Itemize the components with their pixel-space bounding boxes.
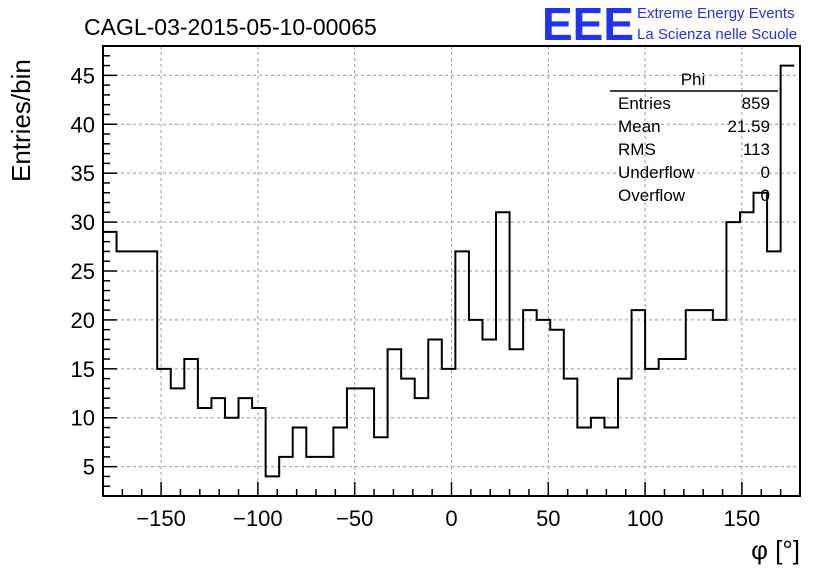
histogram-bin <box>672 359 686 496</box>
stats-value: 0 <box>761 163 770 182</box>
stats-label: Overflow <box>618 186 686 205</box>
y-tick-label: 15 <box>71 357 95 382</box>
x-tick-labels: −150 −100 −50 0 50 100 150 <box>136 506 760 531</box>
stats-label: Entries <box>618 94 671 113</box>
x-tick-label: 100 <box>627 506 664 531</box>
stats-title: Phi <box>681 70 706 89</box>
histogram-bin <box>347 388 361 496</box>
histogram-bin <box>550 330 564 496</box>
histogram-bin <box>645 369 659 496</box>
histogram-bin <box>699 310 713 496</box>
axis-ticks <box>102 45 801 496</box>
histogram-bin <box>564 379 578 496</box>
y-tick-label: 20 <box>71 308 95 333</box>
histogram-bin <box>333 428 347 496</box>
histogram-bin <box>117 251 131 496</box>
stats-value: 859 <box>742 94 770 113</box>
logo-line-2: La Scienza nelle Scuole <box>637 26 797 43</box>
stats-label: Underflow <box>618 163 695 182</box>
histogram-bin <box>469 320 483 496</box>
eee-logo: EEE Extreme Energy Events La Scienza nel… <box>542 0 797 50</box>
histogram-bin <box>211 398 225 496</box>
histogram-bin <box>374 437 388 496</box>
histogram-bin <box>171 388 185 496</box>
x-tick-label: 0 <box>445 506 457 531</box>
stats-box: Phi Entries 859 Mean 21.59 RMS 113 Under… <box>610 70 778 205</box>
histogram-bins <box>103 66 794 496</box>
stats-label: Mean <box>618 117 661 136</box>
x-tick-label: 50 <box>536 506 560 531</box>
histogram-bin <box>130 251 144 496</box>
y-tick-label: 5 <box>83 455 95 480</box>
stats-value: 21.59 <box>727 117 770 136</box>
x-tick-label: −50 <box>336 506 373 531</box>
histogram-bin <box>252 408 266 496</box>
x-tick-label: −100 <box>233 506 283 531</box>
histogram-bin <box>415 398 429 496</box>
y-tick-label: 35 <box>71 161 95 186</box>
histogram-bin <box>388 349 402 496</box>
histogram-bin <box>401 379 415 496</box>
histogram-bin <box>496 212 510 496</box>
histogram-bin <box>726 222 740 496</box>
stats-label: RMS <box>618 140 656 159</box>
histogram-bin <box>659 359 673 496</box>
histogram-bin <box>482 339 496 496</box>
histogram-bin <box>713 320 727 496</box>
y-tick-labels: 5 10 15 20 25 30 35 40 45 <box>71 63 95 479</box>
x-axis-label: φ [°] <box>751 535 800 565</box>
logo-mark: EEE <box>542 0 634 50</box>
histogram-bin <box>686 310 700 496</box>
grid-lines <box>103 46 800 496</box>
histogram-bin <box>239 398 253 496</box>
x-tick-label: 150 <box>724 506 761 531</box>
stats-value: 113 <box>743 140 770 159</box>
histogram-bin <box>442 369 456 496</box>
histogram-bin <box>537 320 551 496</box>
y-tick-label: 45 <box>71 63 95 88</box>
y-axis-label: Entries/bin <box>6 59 36 182</box>
histogram-bin <box>781 66 795 496</box>
histogram-bin <box>577 428 591 496</box>
run-title: CAGL-03-2015-05-10-00065 <box>84 14 377 40</box>
stats-value: 0 <box>761 186 770 205</box>
y-tick-label: 25 <box>71 259 95 284</box>
histogram-bin <box>455 251 469 496</box>
histogram-bin <box>604 428 618 496</box>
histogram-bin <box>184 359 198 496</box>
x-tick-label: −150 <box>136 506 186 531</box>
histogram-bin <box>740 212 754 496</box>
histogram-bin <box>618 379 632 496</box>
y-tick-label: 30 <box>71 210 95 235</box>
histogram-bin <box>225 418 239 496</box>
histogram-bin <box>632 310 646 496</box>
y-tick-label: 10 <box>71 406 95 431</box>
histogram-bin <box>293 428 307 496</box>
histogram-bin <box>279 457 293 496</box>
histogram-bin <box>198 408 212 496</box>
histogram-bin <box>767 251 781 496</box>
histogram-bin <box>510 349 524 496</box>
histogram-bin <box>428 339 442 496</box>
histogram-bin <box>306 457 320 496</box>
histogram-bin <box>361 388 375 496</box>
histogram-bin <box>320 457 334 496</box>
histogram-bin <box>591 418 605 496</box>
logo-line-1: Extreme Energy Events <box>637 5 795 22</box>
histogram-outline <box>103 64 795 478</box>
histogram-bin <box>144 251 158 496</box>
histogram-bin <box>157 369 171 496</box>
histogram-bin <box>523 310 537 496</box>
histogram-bin <box>754 193 768 496</box>
y-tick-label: 40 <box>71 112 95 137</box>
